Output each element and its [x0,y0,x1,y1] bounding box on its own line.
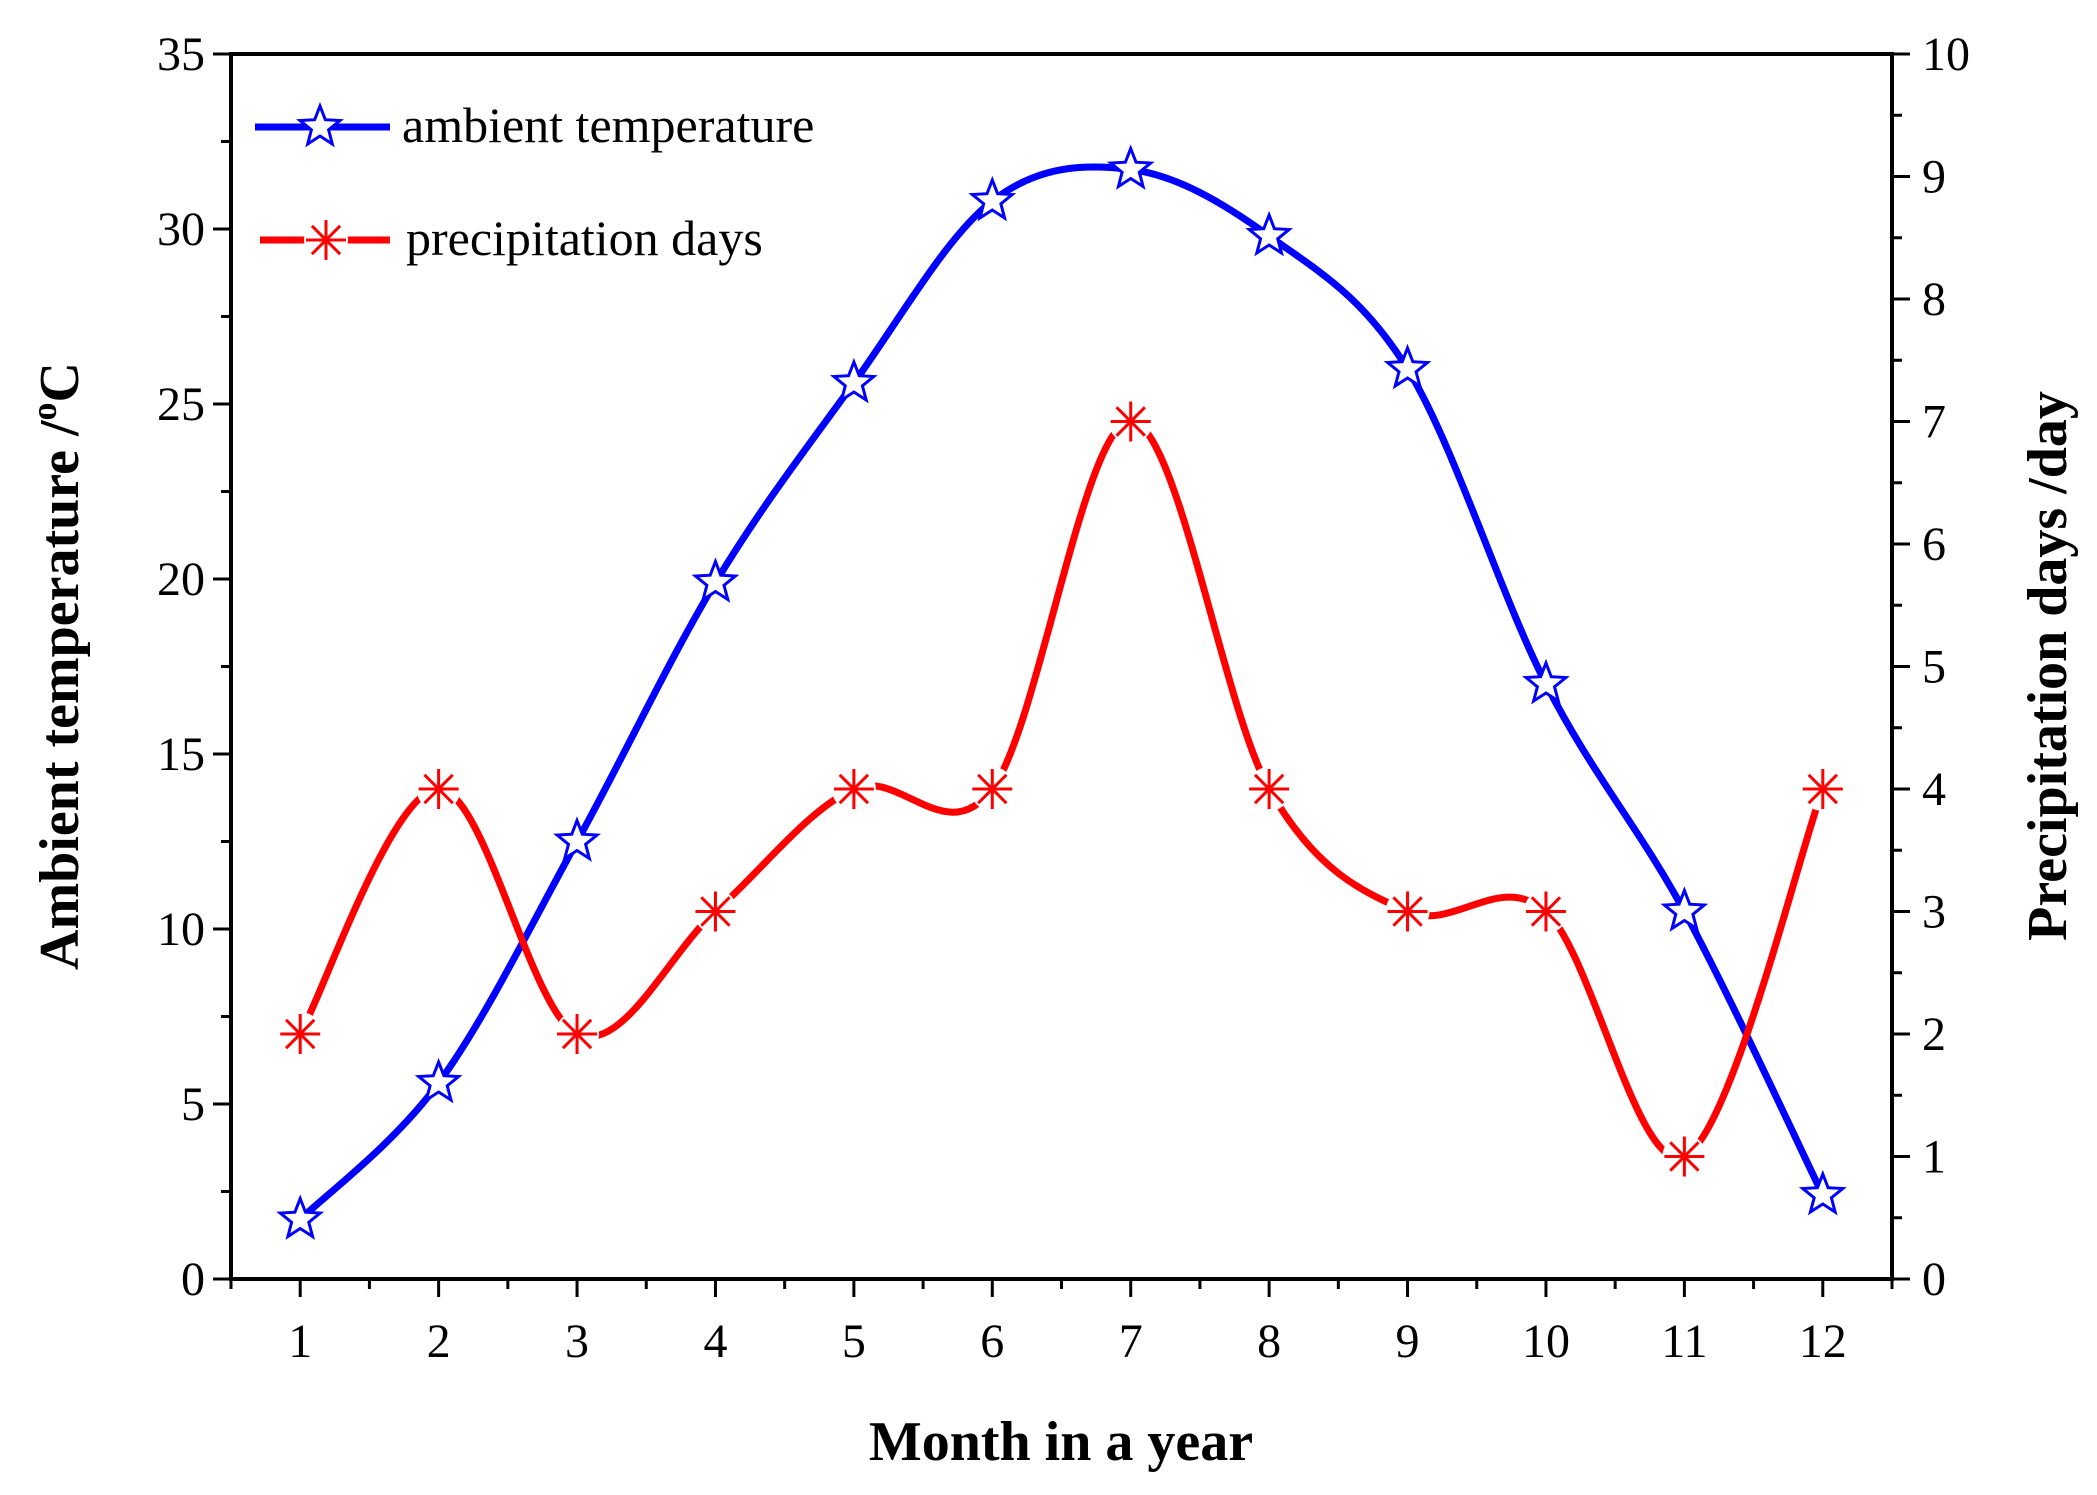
data-point-star [276,1194,325,1240]
x-tick-label: 2 [427,1315,451,1368]
legend-star [296,101,344,148]
y-tick-label: 35 [157,28,205,81]
data-point-star [1522,658,1570,705]
y-tick-label: 10 [157,903,205,956]
series-curves [296,163,1827,1223]
data-point-star [553,816,601,862]
y2-tick-label: 5 [1922,641,1946,694]
axis-ticks: 1 2 3 4 5 6 7 8 9 10 11 120510152025303501234567891… [157,28,1970,1368]
y-tick-label: 30 [157,203,205,256]
data-point-asterisk [693,889,738,934]
y2-tick-label: 2 [1922,1008,1946,1061]
y2-tick-label: 3 [1922,886,1946,939]
x-tick-label: 11 [1661,1315,1707,1368]
data-point-asterisk [1800,767,1845,811]
y-axis-title: Ambient temperature /oC [24,362,91,970]
x-tick-label: 10 [1522,1315,1570,1368]
data-point-star [1245,210,1294,257]
y2-tick-label: 10 [1922,28,1970,81]
y-tick-label: 0 [181,1253,205,1306]
data-point-star [691,557,740,603]
y2-tick-label: 7 [1922,396,1946,449]
data-point-star [1106,144,1155,190]
legend-marker-asterisk [304,218,348,262]
data-point-asterisk [1247,767,1292,811]
y2-axis-title: Precipitation days /day [2017,391,2079,941]
data-point-star [414,1057,463,1104]
data-point-star [1660,886,1709,932]
series-line-temperature [296,163,1827,1223]
x-tick-label: 4 [703,1315,727,1368]
y2-tick-label: 9 [1922,151,1946,204]
y2-tick-label: 1 [1922,1131,1946,1184]
legend: ambient temperature precipitation days [255,97,814,266]
x-tick-label: 9 [1396,1315,1420,1368]
data-point-asterisk [1385,889,1430,934]
x-tick-label: 3 [565,1315,589,1368]
legend-asterisk [304,218,348,262]
y-tick-label: 5 [181,1078,205,1131]
data-point-asterisk [555,1012,600,1056]
y-tick-label: 15 [157,728,205,781]
legend-marker-star [296,101,344,148]
x-tick-label: 7 [1119,1315,1143,1368]
data-point-asterisk [970,767,1015,811]
data-point-asterisk [1523,889,1568,934]
data-point-star [1383,343,1432,390]
x-tick-label: 5 [842,1315,866,1368]
x-tick-label: 6 [980,1315,1004,1368]
y-tick-label: 25 [157,378,205,431]
data-point-star [829,357,878,404]
data-point-star [968,175,1017,222]
series-markers [276,144,1847,1240]
data-point-asterisk [1662,1134,1707,1179]
x-tick-label: 12 [1799,1315,1847,1368]
y2-tick-label: 4 [1922,763,1946,816]
y2-tick-label: 6 [1922,518,1946,571]
y2-tick-label: 8 [1922,273,1946,326]
data-point-asterisk [278,1012,323,1056]
data-point-asterisk [1108,399,1153,444]
legend-label-temperature: ambient temperature [402,97,814,153]
x-tick-label: 1 [288,1315,312,1368]
series-line-precipitation [296,417,1827,1162]
data-point-asterisk [831,767,876,811]
x-tick-label: 8 [1257,1315,1281,1368]
legend-label-precipitation: precipitation days [406,210,763,266]
data-point-star [1798,1169,1847,1216]
y-tick-label: 20 [157,553,205,606]
data-point-asterisk [416,767,461,811]
y2-tick-label: 0 [1922,1253,1946,1306]
x-axis-title: Month in a year [869,1411,1253,1473]
